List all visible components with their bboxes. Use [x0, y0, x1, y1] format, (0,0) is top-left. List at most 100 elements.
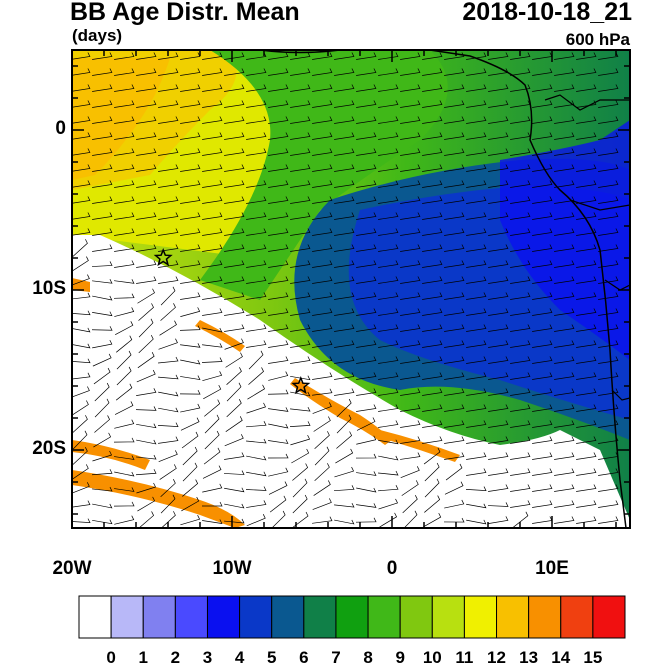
wind-barb: [180, 515, 201, 526]
wind-barb: [400, 212, 421, 220]
wind-barb: [356, 372, 377, 380]
wind-barb: [224, 52, 245, 60]
wind-barb: [356, 276, 377, 284]
wind-barb: [158, 132, 179, 140]
wind-barb: [158, 244, 179, 252]
wind-barb: [224, 212, 245, 220]
wind-barb: [554, 244, 575, 252]
wind-barb: [444, 260, 465, 268]
wind-barb: [72, 400, 89, 416]
wind-barb: [532, 420, 553, 428]
wind-barb: [488, 180, 509, 188]
plot-area: [72, 50, 630, 528]
wind-barb: [554, 404, 575, 412]
wind-barb: [510, 132, 531, 140]
wind-barb: [400, 196, 421, 204]
wind-barb: [180, 100, 201, 108]
wind-barb: [268, 164, 289, 172]
wind-barb: [378, 340, 399, 348]
wind-barb: [92, 164, 113, 172]
wind-barb: [466, 116, 487, 124]
wind-barb: [400, 132, 421, 140]
wind-barb: [378, 84, 399, 92]
wind-barb: [114, 84, 135, 92]
wind-barb: [576, 340, 597, 348]
wind-barb: [554, 52, 575, 60]
wind-barb: [334, 244, 355, 252]
wind-barb: [158, 228, 179, 236]
wind-barb: [312, 356, 333, 364]
wind-barb: [422, 244, 443, 252]
wind-barb: [271, 510, 286, 528]
wind-barb: [576, 84, 597, 92]
wind-barb: [312, 164, 333, 172]
wind-barb: [246, 68, 267, 76]
wind-barb: [136, 164, 157, 172]
wind-barb: [532, 404, 553, 412]
wind-barb: [532, 292, 553, 300]
wind-barb: [422, 52, 443, 60]
wind-barb: [158, 276, 179, 284]
wind-barb: [246, 244, 267, 252]
wind-barb: [138, 334, 154, 354]
wind-barb: [488, 388, 509, 396]
wind-barb: [312, 372, 333, 380]
wind-barb: [356, 260, 377, 268]
wind-barb: [136, 228, 157, 236]
wind-barb: [356, 356, 377, 364]
wind-barb: [268, 407, 289, 412]
wind-barb: [532, 116, 553, 124]
wind-barb: [180, 417, 200, 431]
wind-barb: [488, 516, 509, 524]
wind-barb: [598, 420, 619, 428]
wind-barb: [226, 399, 242, 418]
wind-barb: [246, 228, 267, 236]
wind-barb: [554, 436, 575, 444]
wind-barb: [92, 212, 113, 220]
wind-barb: [400, 244, 421, 252]
wind-barb: [180, 212, 201, 220]
wind-barb: [246, 196, 267, 204]
wind-barb: [267, 453, 289, 459]
wind-barb: [488, 260, 509, 268]
wind-barb: [336, 431, 353, 449]
wind-barb: [466, 180, 487, 188]
wind-barb: [532, 356, 553, 364]
x-tick-label: 0: [386, 558, 398, 579]
wind-barb: [94, 415, 111, 433]
wind-barb: [510, 468, 531, 476]
wind-barb: [356, 308, 377, 316]
wind-barb: [488, 340, 509, 348]
wind-barb: [202, 212, 223, 220]
colorbar-swatch: [592, 595, 626, 639]
wind-barb: [269, 495, 287, 513]
wind-barb: [554, 292, 575, 300]
colorbar-swatch: [367, 595, 401, 639]
wind-barb: [246, 292, 267, 300]
wind-barb: [356, 52, 377, 60]
wind-barb: [400, 260, 421, 268]
wind-barb: [424, 462, 440, 482]
wind-barb: [180, 164, 201, 172]
wind-barb: [554, 308, 575, 316]
filament-5: [72, 470, 245, 528]
wind-barb: [510, 196, 531, 204]
wind-barb: [444, 52, 465, 60]
wind-barb: [336, 414, 352, 434]
wind-barb: [224, 196, 245, 204]
wind-barb: [268, 276, 289, 284]
wind-barb: [158, 260, 179, 268]
wind-barb: [334, 180, 355, 188]
wind-barb: [554, 356, 575, 364]
wind-barb: [180, 375, 201, 381]
wind-barb: [268, 423, 289, 429]
wind-barb: [268, 196, 289, 204]
wind-barb: [158, 436, 179, 444]
wind-barb: [444, 340, 465, 348]
wind-barb: [268, 180, 289, 188]
wind-barb: [356, 148, 377, 156]
wind-barb: [334, 52, 355, 60]
wind-barb: [510, 100, 531, 108]
wind-barb: [160, 494, 176, 514]
